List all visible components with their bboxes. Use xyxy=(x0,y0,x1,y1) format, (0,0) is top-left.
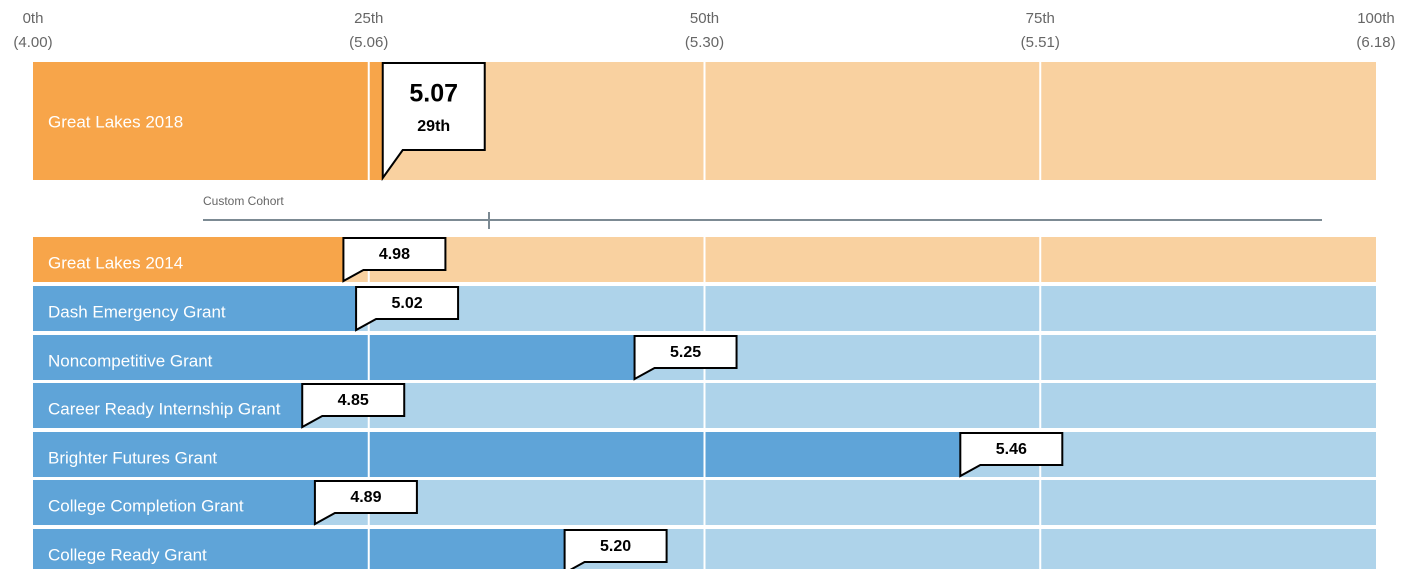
value-label: 5.25 xyxy=(670,344,701,361)
bar xyxy=(33,480,315,525)
x-tick-label: (5.06) xyxy=(349,34,388,51)
bar xyxy=(33,383,303,428)
value-label: 4.89 xyxy=(350,489,381,506)
row-label: Dash Emergency Grant xyxy=(48,302,226,321)
bar xyxy=(33,335,635,380)
x-tick-label: (5.30) xyxy=(685,34,724,51)
row-label: College Completion Grant xyxy=(48,496,244,515)
x-tick-label: (5.51) xyxy=(1021,34,1060,51)
callout xyxy=(342,237,447,283)
callout xyxy=(959,432,1064,478)
percentile-tick-label: 50th xyxy=(690,10,719,27)
cohort-label: Custom Cohort xyxy=(203,194,284,208)
row-label: College Ready Grant xyxy=(48,545,207,564)
bar xyxy=(33,529,565,569)
bar xyxy=(33,237,344,282)
callout xyxy=(355,286,460,332)
percentile-tick-label: 75th xyxy=(1026,10,1055,27)
value-label: 4.85 xyxy=(338,392,369,409)
value-label: 5.07 xyxy=(409,80,458,108)
percentile-tick-label: 0th xyxy=(23,10,44,27)
row-label: Career Ready Internship Grant xyxy=(48,399,281,418)
callout xyxy=(563,529,668,569)
bar xyxy=(33,62,383,180)
value-label: 5.02 xyxy=(392,295,423,312)
value-label: 4.98 xyxy=(379,246,410,263)
callout xyxy=(381,62,486,182)
x-tick-label: (6.18) xyxy=(1356,34,1395,51)
percentile-label: 29th xyxy=(417,118,450,135)
x-tick-label: (4.00) xyxy=(13,34,52,51)
row-label: Brighter Futures Grant xyxy=(48,448,217,467)
callout xyxy=(313,480,418,526)
value-label: 5.46 xyxy=(996,441,1027,458)
row-label: Noncompetitive Grant xyxy=(48,351,213,370)
callout xyxy=(633,335,738,381)
row-label: Great Lakes 2014 xyxy=(48,253,183,272)
row-label: Great Lakes 2018 xyxy=(48,112,183,131)
callout xyxy=(301,383,406,429)
percentile-tick-label: 25th xyxy=(354,10,383,27)
value-label: 5.20 xyxy=(600,538,631,555)
bar xyxy=(33,286,357,331)
percentile-tick-label: 100th xyxy=(1357,10,1395,27)
bar xyxy=(33,432,961,477)
